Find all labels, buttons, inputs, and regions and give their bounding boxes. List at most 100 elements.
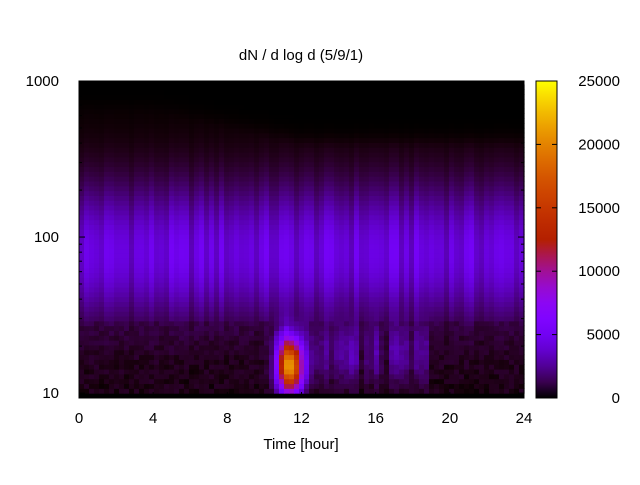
heatmap-cell bbox=[144, 301, 150, 307]
heatmap-cell bbox=[214, 243, 220, 250]
heatmap-cell bbox=[374, 137, 380, 143]
heatmap-cell bbox=[259, 156, 265, 163]
heatmap-cell bbox=[179, 108, 185, 115]
heatmap-cell bbox=[304, 325, 310, 331]
heatmap-cell bbox=[274, 233, 280, 240]
heatmap-cell bbox=[334, 205, 340, 211]
heatmap-cell bbox=[384, 238, 390, 245]
heatmap-cell bbox=[79, 311, 85, 317]
heatmap-cell bbox=[299, 98, 305, 105]
heatmap-cell bbox=[384, 161, 390, 168]
heatmap-cell bbox=[459, 176, 465, 182]
heatmap-cell bbox=[159, 291, 165, 298]
heatmap-cell bbox=[369, 349, 375, 356]
heatmap-cell bbox=[359, 94, 365, 100]
heatmap-cell bbox=[199, 320, 205, 327]
heatmap-cell bbox=[189, 118, 195, 124]
heatmap-cell bbox=[214, 94, 220, 100]
heatmap-cell bbox=[119, 368, 125, 375]
heatmap-cell bbox=[249, 132, 255, 139]
heatmap-cell bbox=[114, 142, 120, 148]
heatmap-cell bbox=[344, 335, 350, 341]
heatmap-cell bbox=[89, 378, 95, 385]
heatmap-cell bbox=[224, 373, 230, 380]
heatmap-cell bbox=[234, 340, 240, 346]
heatmap-cell bbox=[79, 98, 85, 105]
heatmap-cell bbox=[409, 364, 415, 370]
heatmap-cell bbox=[149, 195, 155, 201]
heatmap-cell bbox=[259, 224, 265, 230]
heatmap-cell bbox=[144, 132, 150, 139]
heatmap-cell bbox=[164, 253, 170, 259]
heatmap-cell bbox=[209, 287, 215, 293]
heatmap-cell bbox=[149, 118, 155, 124]
heatmap-cell bbox=[284, 248, 290, 254]
heatmap-cell bbox=[84, 344, 90, 351]
heatmap-cell bbox=[409, 349, 415, 356]
heatmap-cell bbox=[419, 224, 425, 230]
heatmap-cell bbox=[204, 282, 210, 288]
heatmap-cell bbox=[449, 378, 455, 385]
heatmap-cell bbox=[189, 185, 195, 192]
heatmap-cell bbox=[414, 113, 420, 119]
heatmap-cell bbox=[464, 335, 470, 341]
heatmap-cell bbox=[379, 166, 385, 172]
heatmap-cell bbox=[79, 195, 85, 201]
heatmap-cell bbox=[109, 200, 115, 206]
heatmap-cell bbox=[359, 253, 365, 259]
heatmap-cell bbox=[299, 113, 305, 119]
heatmap-cell bbox=[89, 354, 95, 360]
heatmap-cell bbox=[354, 359, 360, 365]
heatmap-cell bbox=[249, 364, 255, 370]
heatmap-cell bbox=[199, 364, 205, 370]
heatmap-cell bbox=[464, 330, 470, 336]
heatmap-cell bbox=[344, 383, 350, 389]
heatmap-cell bbox=[464, 176, 470, 182]
heatmap-cell bbox=[189, 320, 195, 327]
heatmap-cell bbox=[324, 127, 330, 134]
heatmap-cell bbox=[434, 89, 440, 95]
heatmap-cell bbox=[244, 219, 250, 225]
heatmap-cell bbox=[379, 349, 385, 356]
heatmap-cell bbox=[219, 103, 225, 110]
heatmap-cell bbox=[259, 354, 265, 360]
heatmap-cell bbox=[429, 103, 435, 110]
heatmap-cell bbox=[164, 330, 170, 336]
heatmap-cell bbox=[249, 89, 255, 95]
heatmap-cell bbox=[459, 253, 465, 259]
heatmap-cell bbox=[244, 132, 250, 139]
heatmap-cell bbox=[379, 315, 385, 322]
heatmap-cell bbox=[344, 127, 350, 134]
heatmap-cell bbox=[149, 229, 155, 235]
heatmap-cell bbox=[149, 253, 155, 259]
heatmap-cell bbox=[194, 214, 200, 221]
heatmap-cell bbox=[319, 195, 325, 201]
heatmap-cell bbox=[199, 296, 205, 303]
heatmap-cell bbox=[169, 151, 175, 158]
heatmap-cell bbox=[279, 373, 285, 380]
heatmap-cell bbox=[154, 315, 160, 322]
heatmap-cell bbox=[454, 287, 460, 293]
heatmap-cell bbox=[284, 306, 290, 312]
heatmap-cell bbox=[414, 209, 420, 216]
heatmap-cell bbox=[339, 340, 345, 346]
heatmap-cell bbox=[109, 89, 115, 95]
heatmap-cell bbox=[259, 229, 265, 235]
heatmap-cell bbox=[79, 113, 85, 119]
heatmap-cell bbox=[144, 258, 150, 264]
heatmap-cell bbox=[204, 233, 210, 240]
heatmap-cell bbox=[264, 209, 270, 216]
heatmap-cell bbox=[389, 151, 395, 158]
heatmap-cell bbox=[279, 388, 285, 394]
heatmap-cell bbox=[109, 156, 115, 163]
heatmap-cell bbox=[184, 320, 190, 327]
heatmap-cell bbox=[339, 349, 345, 356]
heatmap-cell bbox=[399, 301, 405, 307]
heatmap-cell bbox=[339, 262, 345, 269]
heatmap-cell bbox=[419, 344, 425, 351]
heatmap-cell bbox=[159, 320, 165, 327]
heatmap-cell bbox=[229, 147, 235, 153]
heatmap-cell bbox=[409, 214, 415, 221]
heatmap-cell bbox=[449, 233, 455, 240]
heatmap-cell bbox=[224, 219, 230, 225]
